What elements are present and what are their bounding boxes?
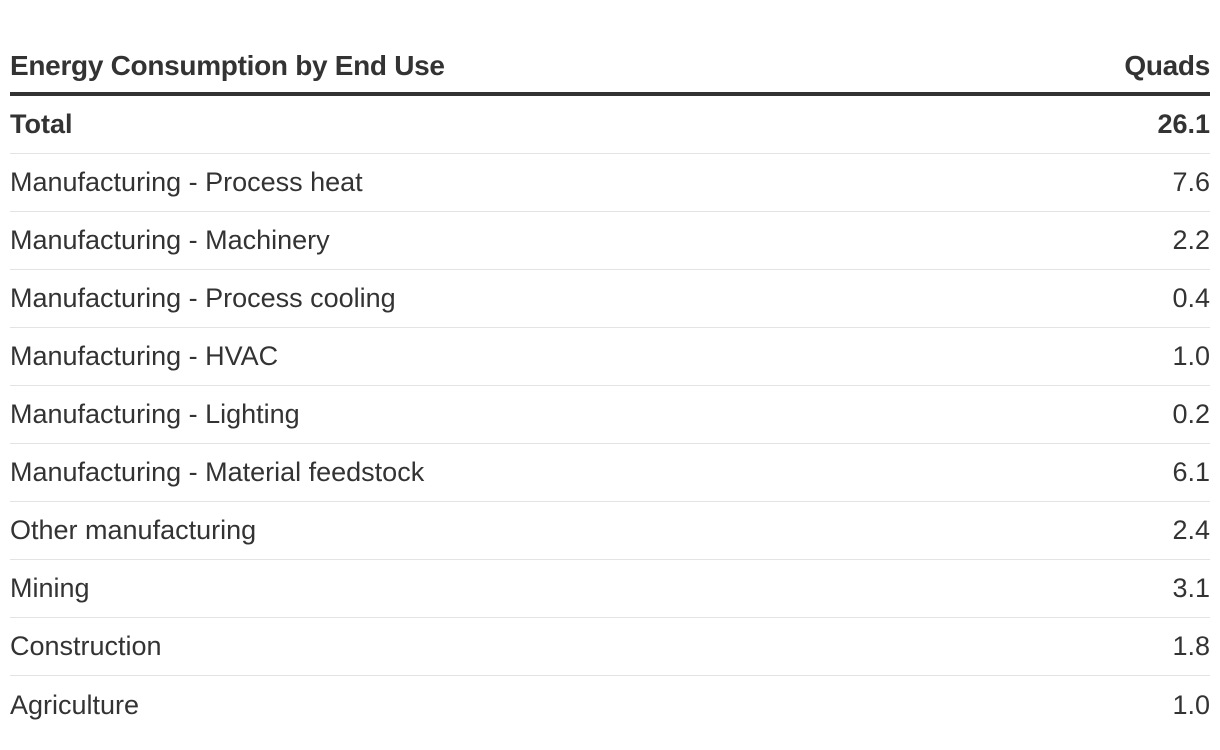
table-row: Agriculture 1.0 bbox=[10, 676, 1210, 734]
row-value: 1.8 bbox=[1172, 631, 1210, 661]
table-row: Manufacturing - Material feedstock 6.1 bbox=[10, 444, 1210, 502]
row-label: Manufacturing - Process cooling bbox=[10, 283, 396, 313]
row-label: Mining bbox=[10, 573, 90, 603]
table-header: Energy Consumption by End Use Quads bbox=[10, 40, 1210, 96]
row-value: 1.0 bbox=[1172, 689, 1210, 720]
table-row-total: Total 26.1 bbox=[10, 96, 1210, 154]
row-value: 6.1 bbox=[1172, 457, 1210, 487]
table-row: Manufacturing - Process heat 7.6 bbox=[10, 154, 1210, 212]
row-value: 7.6 bbox=[1172, 167, 1210, 197]
row-label: Manufacturing - HVAC bbox=[10, 341, 279, 371]
row-label: Manufacturing - Process heat bbox=[10, 167, 363, 197]
column-header-quads: Quads bbox=[1124, 50, 1210, 81]
table-row: Other manufacturing 2.4 bbox=[10, 502, 1210, 560]
row-value: 0.2 bbox=[1172, 399, 1210, 429]
row-label: Total bbox=[10, 109, 73, 139]
row-label: Manufacturing - Lighting bbox=[10, 399, 300, 429]
row-value: 1.0 bbox=[1172, 341, 1210, 371]
row-label: Construction bbox=[10, 631, 162, 661]
row-label: Other manufacturing bbox=[10, 515, 257, 545]
table-row: Manufacturing - Machinery 2.2 bbox=[10, 212, 1210, 270]
table-row: Manufacturing - Process cooling 0.4 bbox=[10, 270, 1210, 328]
column-header-end-use: Energy Consumption by End Use bbox=[10, 50, 445, 81]
row-label: Manufacturing - Material feedstock bbox=[10, 457, 425, 487]
row-label: Agriculture bbox=[10, 689, 140, 720]
table-row: Construction 1.8 bbox=[10, 618, 1210, 676]
row-label: Manufacturing - Machinery bbox=[10, 225, 330, 255]
table-row: Mining 3.1 bbox=[10, 560, 1210, 618]
row-value: 2.2 bbox=[1172, 225, 1210, 255]
energy-table: Energy Consumption by End Use Quads Tota… bbox=[10, 40, 1210, 734]
row-value: 26.1 bbox=[1157, 109, 1210, 139]
row-value: 3.1 bbox=[1172, 573, 1210, 603]
table-row: Manufacturing - Lighting 0.2 bbox=[10, 386, 1210, 444]
row-value: 2.4 bbox=[1172, 515, 1210, 545]
row-value: 0.4 bbox=[1172, 283, 1210, 313]
table-row: Manufacturing - HVAC 1.0 bbox=[10, 328, 1210, 386]
